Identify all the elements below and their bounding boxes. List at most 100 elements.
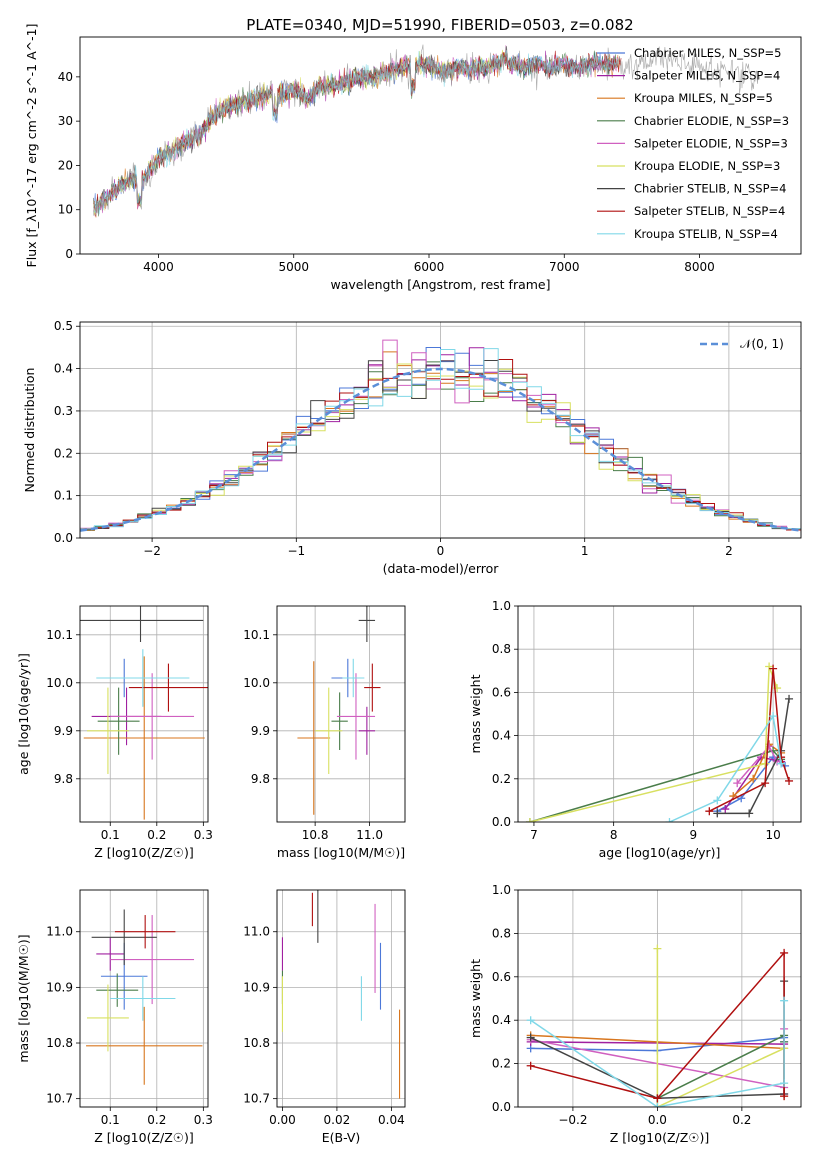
x-tick-label: 0.04 (378, 1113, 405, 1127)
legend-entry: Salpeter STELIB, N_SSP=4 (634, 204, 785, 218)
y-tick-label: 0.2 (492, 772, 511, 786)
weight-point-marker (785, 694, 794, 703)
y-tick-label: 0.1 (54, 489, 73, 503)
x-tick-label: 0.2 (732, 1113, 751, 1127)
x-tick-label: 10.8 (302, 828, 329, 842)
age_vs_mass-frame (276, 605, 406, 823)
x-tick-label: −2 (143, 544, 161, 558)
weight-point-marker (526, 1016, 535, 1025)
weight-point-marker (526, 1033, 535, 1042)
y-tick-label: 9.8 (251, 772, 270, 786)
residuals-frame (79, 321, 802, 539)
weight-point-marker (769, 664, 778, 673)
weight_vs_Z-ylabel: mass weight (468, 959, 483, 1038)
age_vs_mass-panel: 10.8 11.0 9.8 9.9 10.0 10.1 mass [log10(M/M☉)] (243, 605, 406, 860)
weight-point-marker (705, 807, 714, 816)
spectrum-panel: 4000 5000 6000 7000 8000 0 10 20 30 40 wavelength … (24, 24, 802, 292)
legend-entry: 𝒩(0, 1) (740, 337, 784, 351)
age_vs_Z-frame (79, 605, 209, 823)
weight-point-marker (745, 809, 754, 818)
x-tick-label: 0 (437, 544, 445, 558)
weight-point-marker (733, 779, 742, 788)
weight-point-marker (713, 796, 722, 805)
y-tick-label: 0.0 (492, 1100, 511, 1114)
weight-point-marker (653, 944, 662, 953)
weight_vs_Z-frame (517, 889, 802, 1108)
y-tick-label: 0.4 (492, 1013, 511, 1027)
x-tick-label: 10 (765, 828, 780, 842)
legend-entry: Salpeter MILES, N_SSP=4 (634, 69, 780, 83)
mass_vs_Z-plot-area (86, 909, 203, 1085)
age_vs_Z-xlabel: Z [log10(Z/Z☉)] (94, 845, 194, 860)
y-tick-label: 10 (58, 203, 73, 217)
weight_vs_age-plot-area (525, 662, 794, 822)
weight-point-marker (665, 818, 674, 822)
y-tick-label: 9.8 (54, 772, 73, 786)
mass_vs_ebv-axes: 0.00 0.02 0.04 10.7 10.8 10.9 11.0 E(B-V) (243, 889, 406, 1145)
y-tick-label: 1.0 (492, 883, 511, 897)
legend-entry: Chabrier STELIB, N_SSP=4 (634, 182, 786, 196)
residuals-xlabel: (data-model)/error (383, 561, 500, 576)
x-tick-label: 0.0 (648, 1113, 667, 1127)
y-tick-label: 0.6 (492, 685, 511, 699)
residuals-legend: 𝒩(0, 1) (700, 337, 784, 351)
x-tick-label: 0.3 (194, 828, 213, 842)
mass_vs_Z-frame (79, 889, 209, 1108)
y-tick-label: 0.2 (54, 446, 73, 460)
weight-point-marker (780, 1079, 789, 1088)
legend-entry: Chabrier MILES, N_SSP=5 (634, 46, 781, 60)
mass_vs_Z-axes: 0.1 0.2 0.3 10.7 10.8 10.9 11.0 Z [log10(Z/Z☉)]… (16, 889, 213, 1145)
y-tick-label: 0.8 (492, 926, 511, 940)
mass_vs_ebv-panel: 0.00 0.02 0.04 10.7 10.8 10.9 11.0 E(B-V) (243, 889, 406, 1145)
y-tick-label: 11.0 (46, 925, 73, 939)
age_vs_mass-xlabel: mass [log10(M/M☉)] (277, 845, 405, 860)
y-tick-label: 0.6 (492, 970, 511, 984)
x-tick-label: 0.2 (147, 1113, 166, 1127)
spectrum-model-line (93, 46, 619, 208)
y-tick-label: 10.9 (46, 980, 73, 994)
x-tick-label: 11.0 (356, 828, 383, 842)
y-tick-label: 10.1 (243, 628, 270, 642)
y-tick-label: 40 (58, 70, 73, 84)
y-tick-label: 10.8 (243, 1036, 270, 1050)
weight-point-marker (769, 712, 778, 721)
weight-point-marker (780, 1092, 789, 1101)
x-tick-label: 8000 (684, 260, 715, 274)
y-tick-label: 0.8 (492, 642, 511, 656)
x-tick-label: 0.00 (269, 1113, 296, 1127)
weight_vs_age-panel: 7 8 9 10 0.0 0.2 0.4 0.6 0.8 1.0 age [log10(age/yr… (468, 599, 802, 860)
x-tick-label: 0.3 (194, 1113, 213, 1127)
spectrum-model-line (93, 50, 619, 217)
weight-point-marker (713, 809, 722, 818)
age_vs_Z-ylabel: age [log10(age/yr)] (16, 653, 31, 775)
age_vs_Z-axes: 0.1 0.2 0.3 9.8 9.9 10.0 10.1 Z [log10(Z/Z☉)] ag… (16, 605, 213, 860)
x-tick-label: 9 (690, 828, 698, 842)
y-tick-label: 0.3 (54, 404, 73, 418)
x-tick-label: 0.02 (324, 1113, 351, 1127)
weight_vs_Z-panel: −0.2 0.0 0.2 0.0 0.2 0.4 0.6 0.8 1.0 Z [log10(Z/Z… (468, 883, 802, 1145)
x-tick-label: 0.1 (101, 828, 120, 842)
mass_vs_ebv-grid (277, 890, 405, 1107)
x-tick-label: 0.1 (101, 1113, 120, 1127)
residuals-axes: −2 −1 0 1 2 0.0 0.1 0.2 0.3 0.4 0.5 (data-model)/er… (22, 319, 802, 576)
weight-point-marker (761, 779, 770, 788)
weight_vs_age-axes: 7 8 9 10 0.0 0.2 0.4 0.6 0.8 1.0 age [log10(age/yr… (468, 599, 802, 860)
spectrum-ylabel: Flux [f_λ10^-17 erg cm^-2 s^-1 A^-1] (24, 24, 39, 268)
mass_vs_ebv-plot-area (281, 890, 401, 1099)
residuals-ylabel: Normed distribution (22, 368, 37, 493)
y-tick-label: 10.8 (46, 1036, 73, 1050)
weight_vs_Z-grid (518, 889, 801, 1108)
age_vs_Z-plot-area (80, 606, 208, 820)
legend-entry: Kroupa ELODIE, N_SSP=3 (634, 159, 780, 173)
y-tick-label: 0.4 (492, 729, 511, 743)
weight_vs_age-xlabel: age [log10(age/yr)] (599, 845, 721, 860)
legend-entry: Salpeter ELODIE, N_SSP=3 (634, 136, 788, 150)
x-tick-label: 7 (530, 828, 538, 842)
y-tick-label: 0 (65, 247, 73, 261)
spectrum-frame (79, 36, 802, 255)
weight_vs_Z-xlabel: Z [log10(Z/Z☉)] (610, 1130, 710, 1145)
weight-point-marker (780, 996, 789, 1005)
weight-point-marker (525, 818, 534, 822)
weight-point-marker (785, 776, 794, 785)
